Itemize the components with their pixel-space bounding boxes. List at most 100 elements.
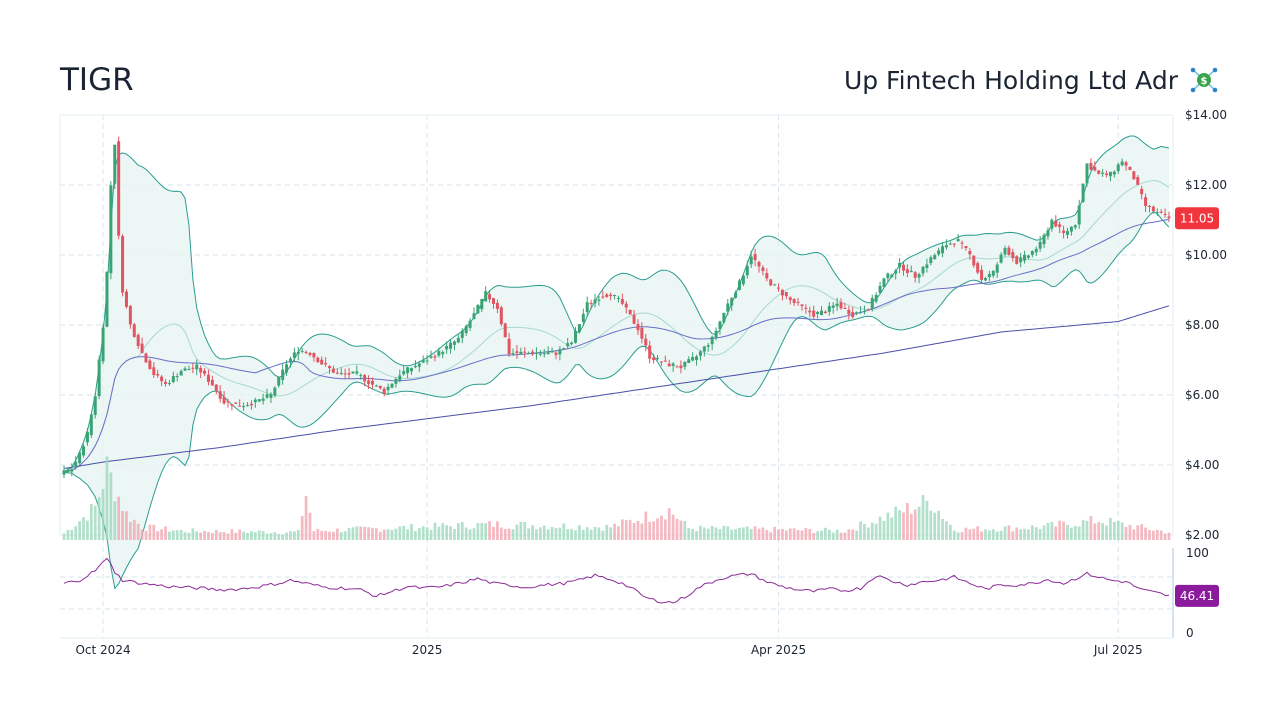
candle-body [1085,163,1089,184]
rsi-value: 46.41 [1180,589,1214,603]
candle-body [121,236,125,293]
candle-body [218,391,222,399]
candle-body [1151,206,1155,212]
sma-50-line [63,218,1170,473]
volume-bar [800,530,804,540]
candle-body [82,446,86,456]
candle-body [734,292,738,298]
candle-body [1015,256,1019,264]
candle-body [675,366,679,368]
volume-bar [882,520,886,540]
candle-body [937,250,941,255]
candle-body [570,342,574,345]
volume-bar [1019,529,1022,540]
volume-bar [730,529,734,540]
candle-body [956,239,960,242]
volume-bar [913,509,917,540]
candle-body [870,297,874,310]
candle-body [726,303,730,312]
volume-bar [722,525,726,540]
volume-bar [988,530,991,540]
candle-body [534,352,538,354]
volume-bar [781,528,784,540]
volume-bar [1097,522,1101,540]
volume-bar [788,528,792,540]
candle-body [648,345,652,359]
candle-body [894,270,898,274]
candle-body [328,366,332,369]
volume-bar [433,522,437,540]
volume-bar [308,512,312,540]
candle-body [878,285,882,294]
candle-body [1116,164,1120,172]
volume-bar [289,531,292,540]
volume-bar [1105,525,1108,540]
candle-body [296,351,300,354]
volume-bar [136,523,140,540]
candle-body [1003,248,1007,255]
candle-body [558,349,562,355]
volume-bar [581,529,585,540]
volume-bar [1093,523,1097,540]
candle-body [671,363,675,366]
volume-bar [441,523,445,540]
candle-body [464,326,468,334]
volume-bar [394,528,398,540]
candle-body [347,373,351,375]
candle-body [175,376,179,378]
volume-bar [324,530,327,540]
candle-body [1046,230,1050,237]
candle-body [417,363,421,367]
volume-bar [261,531,265,540]
candle-body [1042,234,1046,245]
candle-body [402,371,406,375]
volume-bar [144,530,148,540]
volume-bar [757,528,761,540]
volume-bar [679,520,683,540]
candle-body [968,250,972,255]
candle-body [445,345,449,350]
volume-bar [613,523,616,540]
candle-body [523,351,527,353]
candle-body [117,141,121,236]
candle-body [683,361,687,367]
volume-bar [66,529,70,540]
volume-bar [824,527,827,540]
candle-body [753,254,757,261]
candle-body [1054,220,1058,227]
candle-body [691,356,695,361]
candle-body [230,404,234,406]
volume-bar [175,530,179,540]
volume-bar [62,533,66,540]
candle-body [745,265,749,276]
candle-body [941,246,945,254]
volume-bar [812,532,816,540]
volume-bar [859,521,862,540]
candle-body [378,385,382,389]
candle-body [1101,172,1105,174]
volume-bar [695,531,698,540]
candle-body [495,302,499,309]
volume-bar [917,506,921,540]
candle-body [480,298,484,310]
volume-bar [699,525,702,540]
volume-bar [253,532,257,540]
volume-bar [1015,527,1019,540]
candle-body [952,243,956,245]
candle-body [605,294,609,297]
dollar-network-icon: $ [1190,67,1218,93]
candle-body [1144,197,1148,207]
candle-body [800,304,804,306]
volume-bar [285,532,288,540]
volume-bar [140,529,144,540]
price-tick-label: $10.00 [1185,248,1227,262]
volume-bar [769,532,773,540]
candle-body [706,345,710,347]
volume-bar [1124,527,1128,540]
candle-body [901,264,905,271]
volume-bar [230,529,234,540]
candle-body [757,262,761,267]
candle-body [316,357,320,363]
candle-body [788,297,792,301]
